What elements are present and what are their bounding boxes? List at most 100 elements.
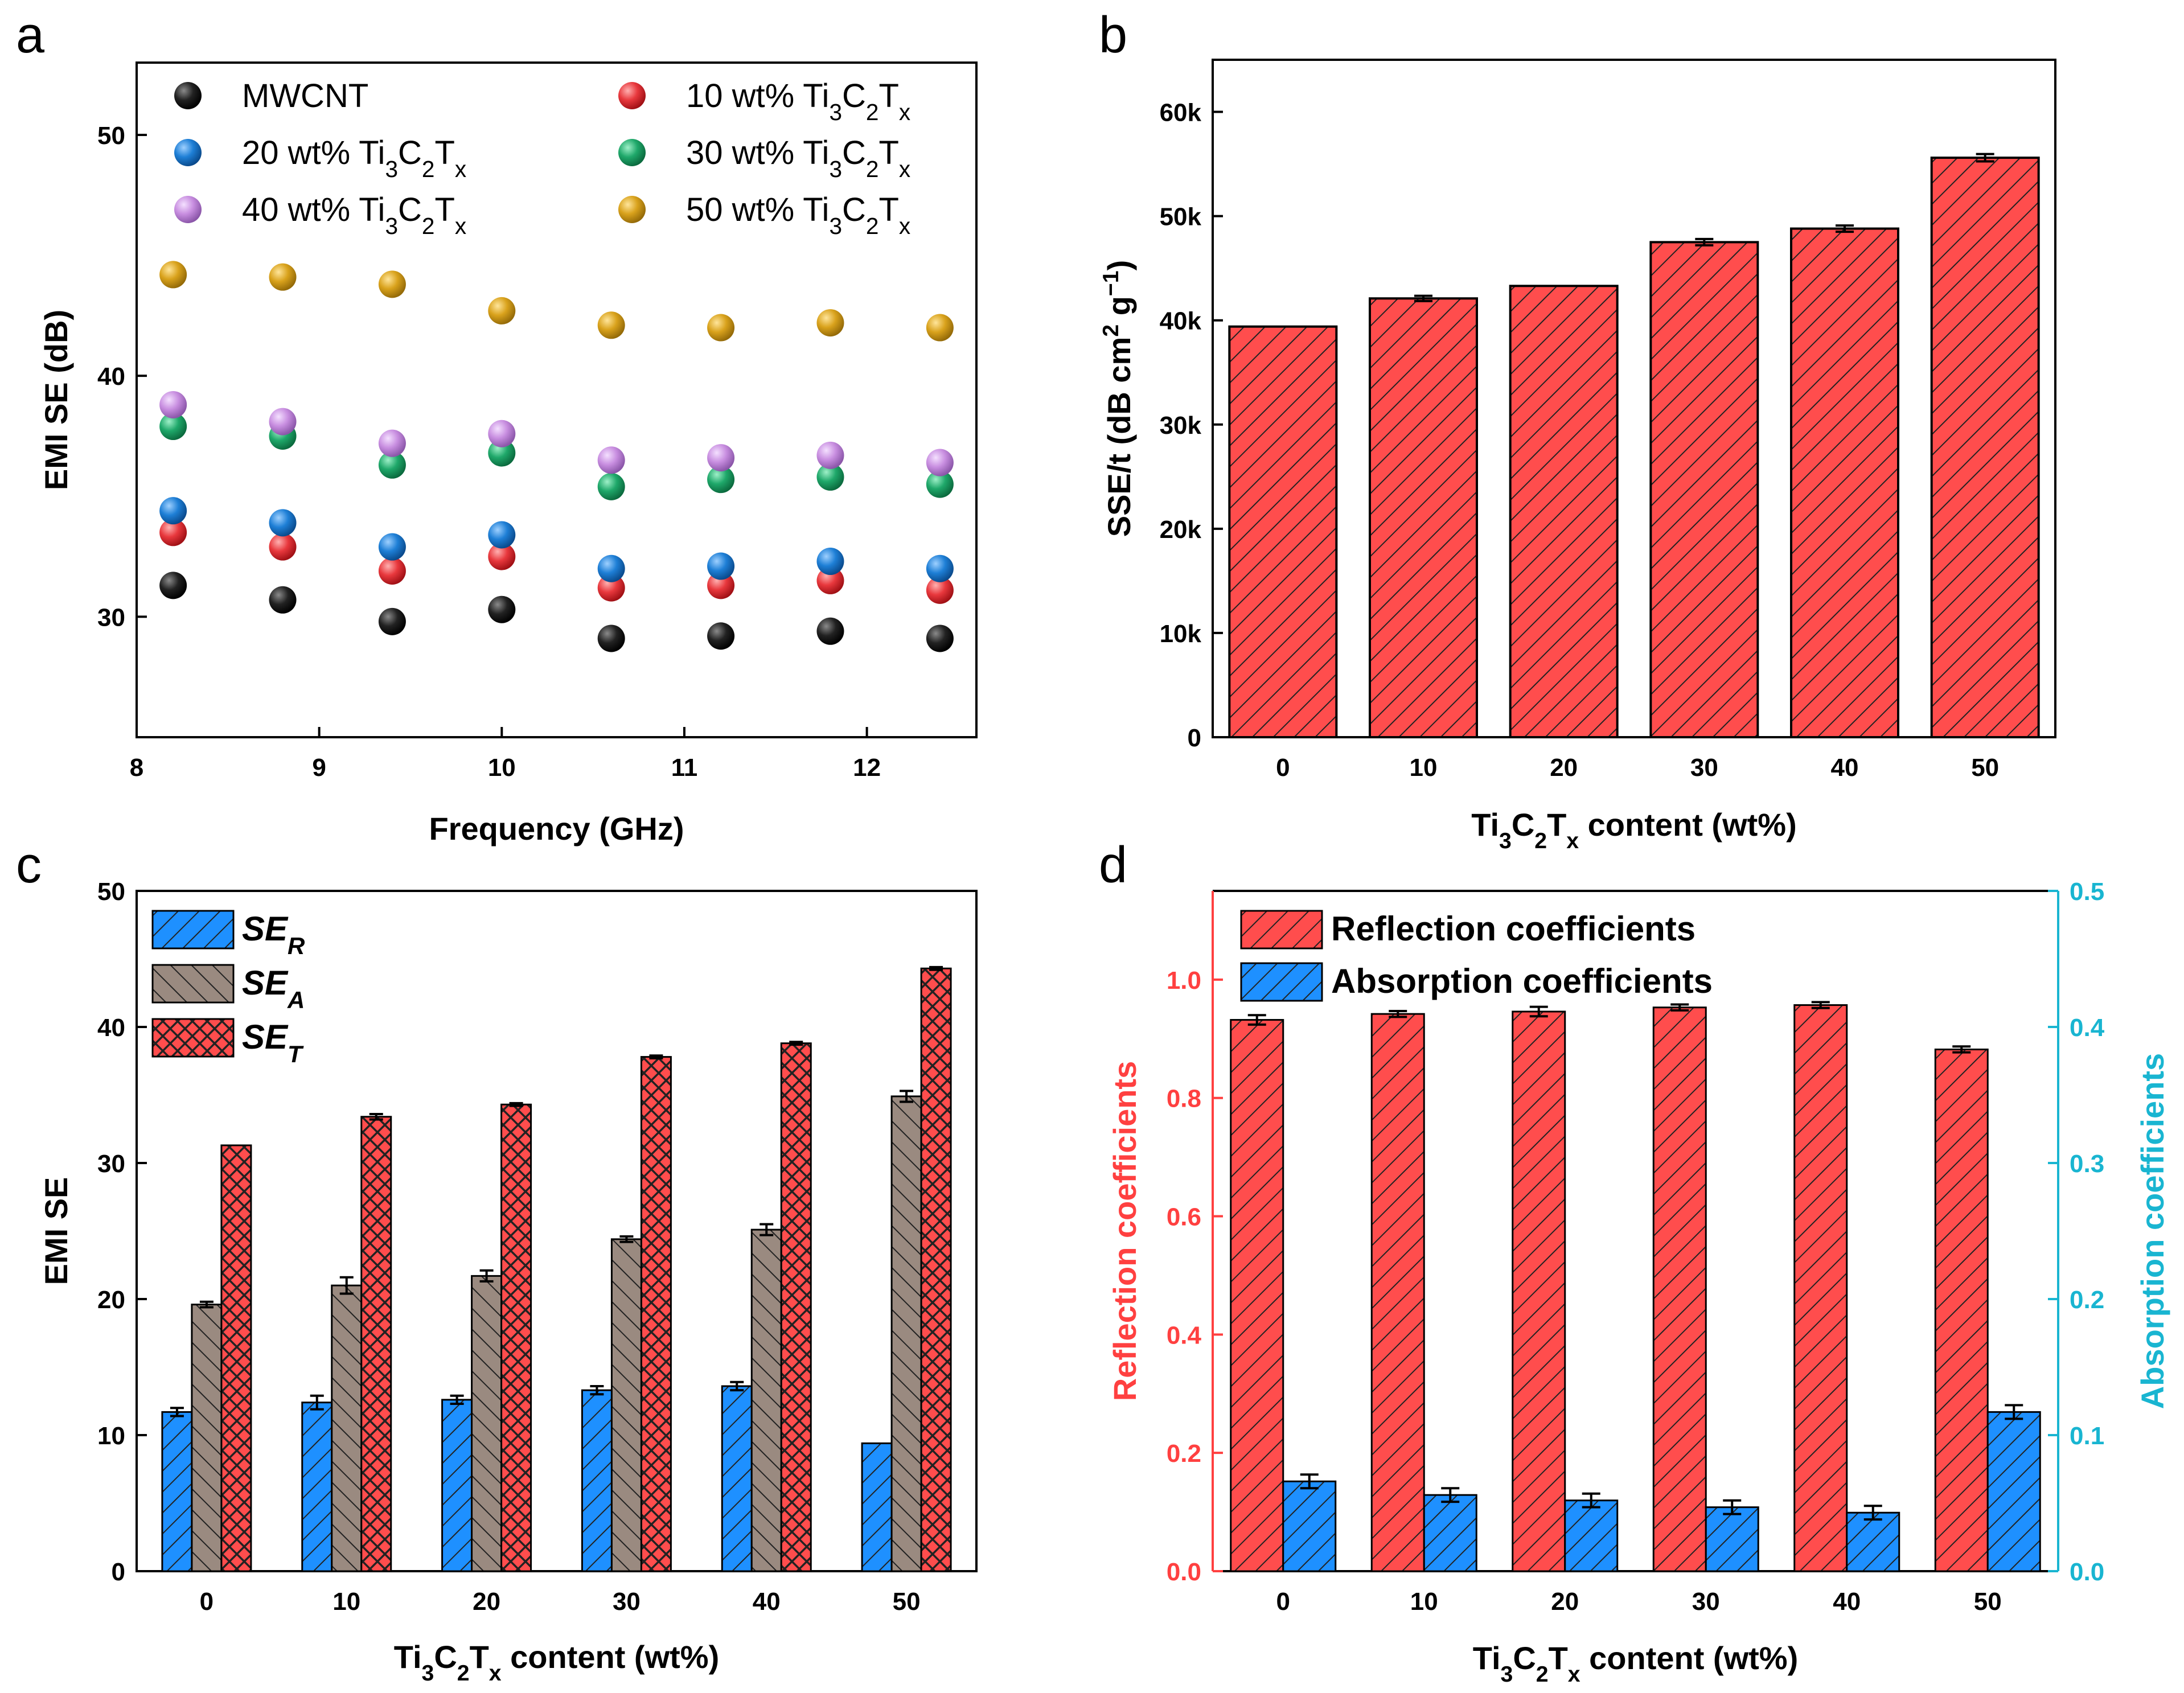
legend-label-s10-part: Ti [803, 77, 829, 114]
x-axis-label-c-part: Ti [394, 1639, 422, 1675]
bar-se-a [890, 1095, 922, 1572]
bar-se-r [581, 1389, 613, 1572]
legend-marker-s50 [618, 196, 646, 223]
x-tick-label-d: 10 [1410, 1588, 1438, 1616]
point-s50 [378, 270, 406, 298]
y-tick-label-left-d: 0.0 [1167, 1558, 1201, 1586]
legend-label-s30: 30 wt% Ti3C2Tx [686, 134, 910, 182]
y-tick-label-a: 30 [97, 603, 125, 631]
x-axis-label-c-part: C [434, 1639, 457, 1675]
legend-label-part: A [287, 987, 305, 1013]
x-axis-label-c-part: T [470, 1639, 489, 1675]
y-tick-label-right-d: 0.4 [2070, 1014, 2105, 1042]
x-tick-label-a: 12 [853, 754, 881, 782]
legend-label-s10-part: T [878, 77, 898, 114]
legend-marker-MWCNT [174, 82, 202, 109]
y-axis-label-b-part: 2 [1099, 324, 1123, 337]
legend-label-se-r: SER [242, 910, 305, 959]
point-s10 [488, 543, 516, 570]
legend-label-s30-part: Ti [803, 134, 829, 171]
x-tick-label-b: 40 [1831, 754, 1859, 782]
x-tick-label-d: 40 [1833, 1588, 1861, 1616]
legend-marker-s30 [618, 139, 646, 166]
point-s10 [926, 576, 954, 604]
point-s10 [269, 533, 297, 561]
bar-se-t [360, 1116, 392, 1572]
x-tick-label-a: 11 [671, 754, 698, 782]
y-tick-label-left-d: 0.6 [1167, 1203, 1201, 1231]
y-tick-label-b: 30k [1160, 412, 1202, 439]
point-s20 [269, 509, 297, 537]
y-axis-label-c: EMI SE [38, 1177, 74, 1285]
x-tick-label-d: 0 [1276, 1588, 1290, 1616]
x-tick-label-c: 20 [473, 1588, 500, 1616]
point-s10 [597, 574, 625, 602]
bar-absorption [1423, 1494, 1477, 1572]
panel-label-a: a [16, 7, 45, 64]
y-tick-label-left-d: 0.8 [1167, 1085, 1201, 1113]
legend-label-s20-part: Ti [359, 134, 385, 171]
bar-se-a [610, 1238, 642, 1572]
bar-se-r [721, 1385, 753, 1572]
legend-label-s30-part: 30 wt% [686, 134, 803, 171]
bar-se-a [471, 1275, 503, 1572]
point-s20 [597, 554, 625, 582]
x-tick-label-a: 10 [488, 754, 516, 782]
bar-b [1930, 157, 2040, 739]
bar-reflection [1230, 1019, 1284, 1572]
bar-absorption [1986, 1411, 2041, 1572]
y-tick-label-b: 0 [1188, 724, 1201, 752]
legend-label-s40-part: 2 [422, 213, 435, 239]
x-axis-label-d-part: content (wt%) [1580, 1640, 1799, 1676]
legend-label-s50-part: 3 [829, 213, 842, 239]
point-s30 [597, 472, 625, 500]
legend-label-s40-part: C [398, 191, 422, 228]
x-tick-label-b: 30 [1690, 754, 1718, 782]
legend-label-s30-part: T [878, 134, 898, 171]
y-tick-label-b: 10k [1160, 620, 1202, 648]
x-axis-label-d-part: C [1513, 1640, 1536, 1676]
panel-label-b: b [1099, 7, 1127, 64]
legend-label-s50-part: Ti [803, 191, 829, 228]
point-MWCNT [816, 617, 844, 645]
x-axis-label-b: Ti3C2Tx content (wt%) [1471, 807, 1796, 853]
bar-se-t [640, 1056, 672, 1572]
bar-b [1509, 285, 1619, 738]
bar-reflection [1652, 1006, 1707, 1572]
x-tick-label-c: 40 [753, 1588, 781, 1616]
legend-label-s20-part: x [455, 156, 466, 182]
point-s30 [488, 439, 516, 467]
legend-label-s50-part: C [842, 191, 866, 228]
bar-se-t [500, 1103, 532, 1572]
plot-frame-b [1212, 59, 2056, 738]
point-s20 [378, 533, 406, 561]
legend-label-s50-part: 50 wt% [686, 191, 803, 228]
legend-label-s10-part: 3 [829, 99, 842, 125]
x-tick-label-b: 10 [1410, 754, 1438, 782]
legend-swatch-se-t [151, 1018, 235, 1058]
legend-label-s40-part: x [455, 213, 466, 239]
legend-swatch-se-a [151, 964, 235, 1004]
legend-label-absorption: Absorption coefficients [1331, 962, 1713, 1000]
legend-label-s20-part: 20 wt% [242, 134, 359, 171]
x-tick-label-b: 0 [1276, 754, 1290, 782]
x-tick-label-b: 20 [1550, 754, 1578, 782]
legend-label-MWCNT: MWCNT [242, 77, 368, 114]
point-MWCNT [707, 622, 735, 650]
bar-b [1790, 227, 1899, 739]
legend-label-s10: 10 wt% Ti3C2Tx [686, 77, 910, 125]
y-tick-label-left-d: 1.0 [1167, 967, 1201, 995]
x-axis-label-b-part: 2 [1534, 829, 1547, 853]
legend-swatch-absorption [1240, 962, 1323, 1002]
legend-label-MWCNT-part: MWCNT [242, 77, 368, 114]
y-axis-label-b-part: g [1101, 296, 1137, 324]
legend-label-s50-part: T [878, 191, 898, 228]
bar-b [1649, 241, 1759, 738]
legend-label-s20-part: C [398, 134, 422, 171]
x-axis-label-b-part: 3 [1499, 829, 1512, 853]
point-s10 [159, 519, 187, 546]
bar-se-r [161, 1411, 193, 1572]
point-s20 [926, 554, 954, 582]
x-axis-label-d-part: Ti [1473, 1640, 1501, 1676]
legend-marker-s10 [618, 82, 646, 109]
